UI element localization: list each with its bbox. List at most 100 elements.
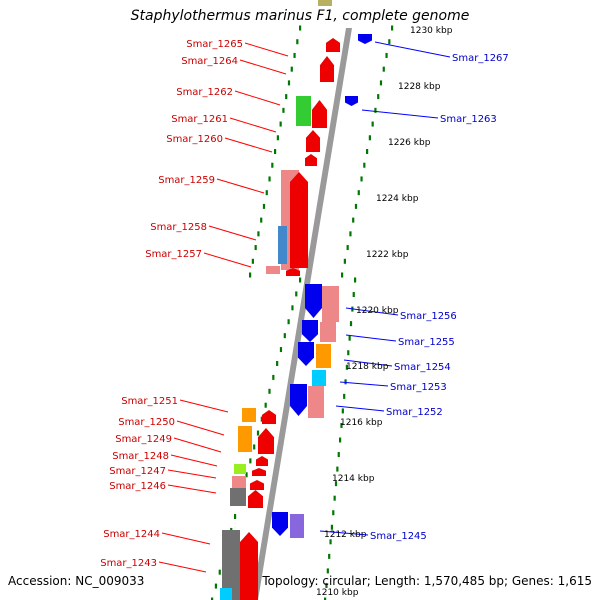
reverse-gene-label: Smar_1253 (390, 382, 447, 393)
forward-leader-line (234, 90, 281, 106)
gene-smar-1249 (258, 428, 274, 454)
gene-smar-1243 (240, 532, 258, 600)
gene-smar-1252 (290, 384, 307, 416)
forward-gene-label: Smar_1261 (171, 114, 228, 125)
gene-bottom-cyan (220, 588, 232, 600)
gene-smar-1264 (320, 56, 334, 82)
gene-smar-1247b (252, 468, 266, 476)
kbp-tick-label: 1230 kbp (410, 26, 453, 36)
gene-smar-1267 (358, 34, 372, 44)
gene-smar-1262-green (296, 96, 311, 126)
kbp-tick-label: 1216 kbp (340, 418, 383, 428)
gene-smar-1257-pink (266, 266, 280, 274)
reverse-leader-line (343, 359, 393, 367)
forward-gene-label: Smar_1264 (181, 56, 238, 67)
gene-smar-1251 (242, 408, 256, 422)
gene-smar-1248-green (234, 464, 246, 474)
reverse-outer-guide-lower (324, 277, 357, 600)
forward-leader-line (229, 117, 277, 133)
reverse-gene-label: Smar_1254 (394, 362, 451, 373)
forward-gene-label: Smar_1250 (118, 417, 175, 428)
reverse-leader-line (345, 307, 399, 316)
kbp-tick-label: 1228 kbp (398, 82, 441, 92)
reverse-gene-label: Smar_1263 (440, 114, 497, 125)
forward-leader-line (224, 137, 273, 153)
forward-leader-line (170, 454, 218, 467)
forward-gene-label: Smar_1251 (121, 396, 178, 407)
forward-gene-label: Smar_1265 (186, 39, 243, 50)
reverse-leader-line (345, 334, 397, 342)
forward-leader-line (239, 59, 287, 75)
forward-gene-label: Smar_1249 (115, 434, 172, 445)
reverse-gene-label: Smar_1252 (386, 407, 443, 418)
accession-text: Accession: NC_009033 (8, 574, 145, 588)
gene-smar-1246b (250, 480, 264, 490)
gene-smar-1260 (306, 130, 320, 152)
reverse-leader-line (374, 41, 451, 58)
forward-gene-label: Smar_1246 (109, 481, 166, 492)
forward-gene-label: Smar_1257 (145, 249, 202, 260)
gene-smar-1245 (272, 512, 288, 536)
forward-gene-label: Smar_1258 (150, 222, 207, 233)
forward-leader-line (179, 399, 229, 413)
forward-leader-line (167, 469, 217, 479)
gene-smar-1247 (232, 476, 246, 488)
kbp-tick-label: 1224 kbp (376, 194, 419, 204)
reverse-outer-guide-upper (341, 25, 394, 278)
forward-gene-label: Smar_1260 (166, 134, 223, 145)
gene-smar-1255 (302, 320, 318, 342)
forward-gene-label: Smar_1248 (112, 451, 169, 462)
forward-leader-line (176, 420, 225, 436)
kbp-tick-label: 1214 kbp (332, 474, 375, 484)
gene-smar-1256-pink (322, 286, 339, 322)
gene-smar-1251b (262, 410, 276, 424)
kbp-tick-label: 1210 kbp (316, 588, 359, 598)
gene-smar-1260b (305, 154, 317, 166)
gene-smar-1252-pink (308, 386, 324, 418)
gene-smar-1248 (256, 456, 268, 466)
reverse-leader-line (335, 405, 385, 412)
kbp-tick-label: 1226 kbp (388, 138, 431, 148)
gene-smar-1246 (230, 488, 246, 506)
reverse-gene-label: Smar_1245 (370, 531, 427, 542)
reverse-gene-label: Smar_1256 (400, 311, 457, 322)
kbp-tick-label: 1218 kbp (346, 362, 389, 372)
forward-leader-line (173, 437, 222, 453)
forward-leader-line (158, 561, 207, 573)
reverse-leader-line (339, 381, 389, 387)
reverse-leader-line (319, 530, 369, 536)
forward-leader-line (203, 252, 252, 268)
gene-smar-1265 (326, 38, 340, 52)
gene-smar-1254-orange (316, 344, 331, 368)
gene-smar-1259 (290, 172, 308, 268)
gene-smar-1256 (305, 284, 322, 318)
reverse-gene-label: Smar_1267 (452, 53, 509, 64)
forward-gene-label: Smar_1243 (100, 558, 157, 569)
gene-smar-1244 (222, 530, 240, 600)
gene-smar-1258-blue (278, 226, 287, 264)
forward-leader-line (161, 532, 211, 545)
gene-smar-1245-purple (290, 514, 304, 538)
kbp-tick-label: 1222 kbp (366, 250, 409, 260)
gene-smar-1253-cyan (312, 370, 326, 386)
gene-smar-1254 (298, 342, 314, 366)
gene-smar-1255-pink (320, 322, 336, 342)
gene-smar-1261 (312, 100, 327, 128)
forward-outer-guide-upper (249, 25, 302, 278)
forward-leader-line (216, 178, 265, 194)
reverse-gene-label: Smar_1255 (398, 337, 455, 348)
map-title: Staphylothermus marinus F1, complete gen… (130, 8, 470, 24)
gene-smar-1246c (248, 490, 263, 508)
topology-summary: Topology: circular; Length: 1,570,485 bp… (262, 574, 592, 588)
forward-gene-label: Smar_1262 (176, 87, 233, 98)
kbp-tick-label: 1212 kbp (324, 530, 367, 540)
forward-leader-line (167, 484, 217, 494)
genome-backbone (252, 28, 352, 600)
gene-smar-1257 (286, 268, 300, 276)
forward-gene-label: Smar_1259 (158, 175, 215, 186)
gene-top-partial (318, 0, 332, 6)
kbp-tick-label: 1220 kbp (356, 306, 399, 316)
gene-smar-1250 (238, 426, 252, 452)
forward-leader-line (244, 42, 289, 57)
